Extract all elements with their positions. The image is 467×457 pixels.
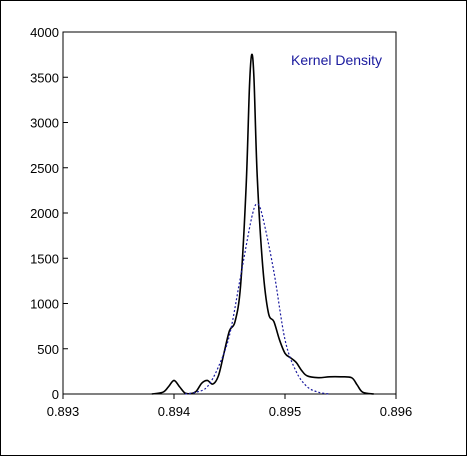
y-tick-label: 0 [52, 387, 59, 402]
x-tick-label: 0.894 [158, 404, 191, 419]
legend-label: Kernel Density [291, 52, 382, 68]
y-tick-label: 1000 [30, 297, 59, 312]
y-tick-label: 4000 [30, 25, 59, 40]
y-tick-label: 1500 [30, 251, 59, 266]
x-tick-label: 0.895 [269, 404, 302, 419]
x-tick-label: 0.893 [47, 404, 80, 419]
y-tick-label: 3000 [30, 116, 59, 131]
y-tick-label: 500 [37, 342, 59, 357]
x-axis-ticks: 0.893 0.894 0.895 0.896 [47, 394, 413, 419]
series-layer [151, 53, 374, 395]
plot-area [62, 31, 397, 395]
y-tick-label: 3500 [30, 70, 59, 85]
y-tick-label: 2000 [30, 206, 59, 221]
x-tick-label: 0.896 [380, 404, 413, 419]
kernel-density-series-line [185, 203, 330, 395]
y-axis-ticks: 0 500 1000 1500 2000 2500 3000 3500 4000 [30, 25, 68, 402]
y-tick-label: 2500 [30, 161, 59, 176]
